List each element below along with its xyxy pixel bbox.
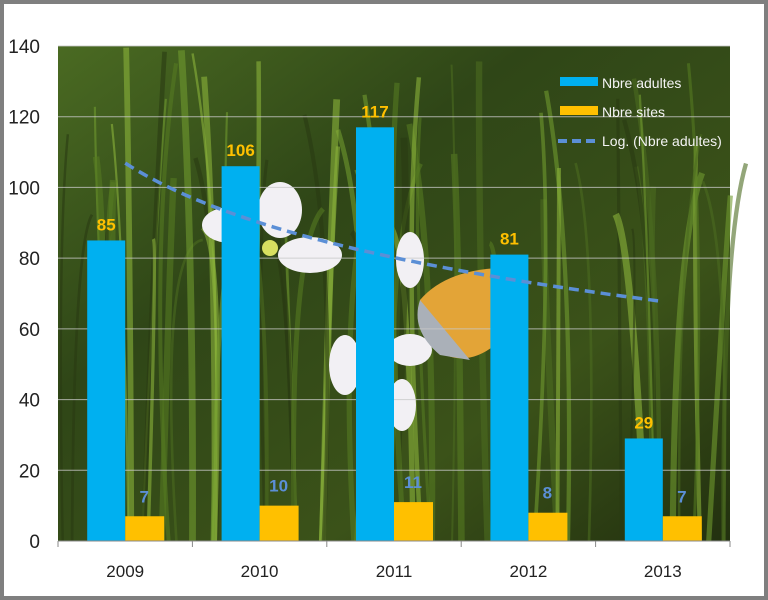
trendline: [124, 161, 664, 304]
y-tick-label: 40: [19, 391, 40, 412]
bar-sites: [528, 512, 568, 541]
data-label: 81: [500, 230, 519, 249]
legend-swatch: [560, 77, 598, 86]
y-tick-label: 120: [8, 108, 40, 129]
data-label: 8: [543, 484, 552, 503]
data-label: 29: [634, 413, 653, 432]
bar-adultes: [356, 127, 394, 542]
legend-label: Log. (Nbre adultes): [602, 133, 722, 149]
x-tick-label: 2012: [509, 562, 547, 581]
data-label: 85: [97, 215, 116, 234]
x-tick-label: 2010: [241, 562, 279, 581]
y-tick-label: 100: [8, 178, 40, 199]
legend-swatch: [560, 106, 598, 115]
bar-sites: [125, 516, 165, 541]
bar-adultes: [490, 254, 529, 541]
bar-sites: [259, 505, 299, 541]
bar-adultes: [87, 240, 126, 541]
bar-sites: [662, 516, 702, 541]
data-label: 7: [139, 487, 148, 506]
x-tick-label: 2011: [376, 562, 413, 581]
legend-label: Nbre sites: [602, 104, 665, 120]
data-label: 117: [361, 102, 388, 121]
legend: Nbre adultes Nbre sites Log. (Nbre adultes…: [558, 75, 722, 149]
legend-label: Nbre adultes: [602, 75, 681, 91]
data-label: 106: [226, 141, 254, 160]
bar-adultes: [624, 438, 663, 541]
bar-adultes: [221, 166, 260, 541]
data-label: 7: [677, 487, 686, 506]
bar-sites: [394, 502, 433, 541]
y-tick-label: 140: [8, 37, 40, 58]
data-label: 10: [269, 477, 288, 496]
flower: [202, 182, 432, 431]
y-tick-label: 60: [19, 320, 40, 341]
y-tick-label: 0: [29, 532, 40, 553]
x-tick-label: 2009: [106, 562, 144, 581]
data-label: 11: [404, 473, 422, 492]
y-tick-label: 80: [19, 249, 40, 270]
y-tick-label: 20: [19, 461, 40, 482]
x-tick-label: 2013: [644, 562, 682, 581]
